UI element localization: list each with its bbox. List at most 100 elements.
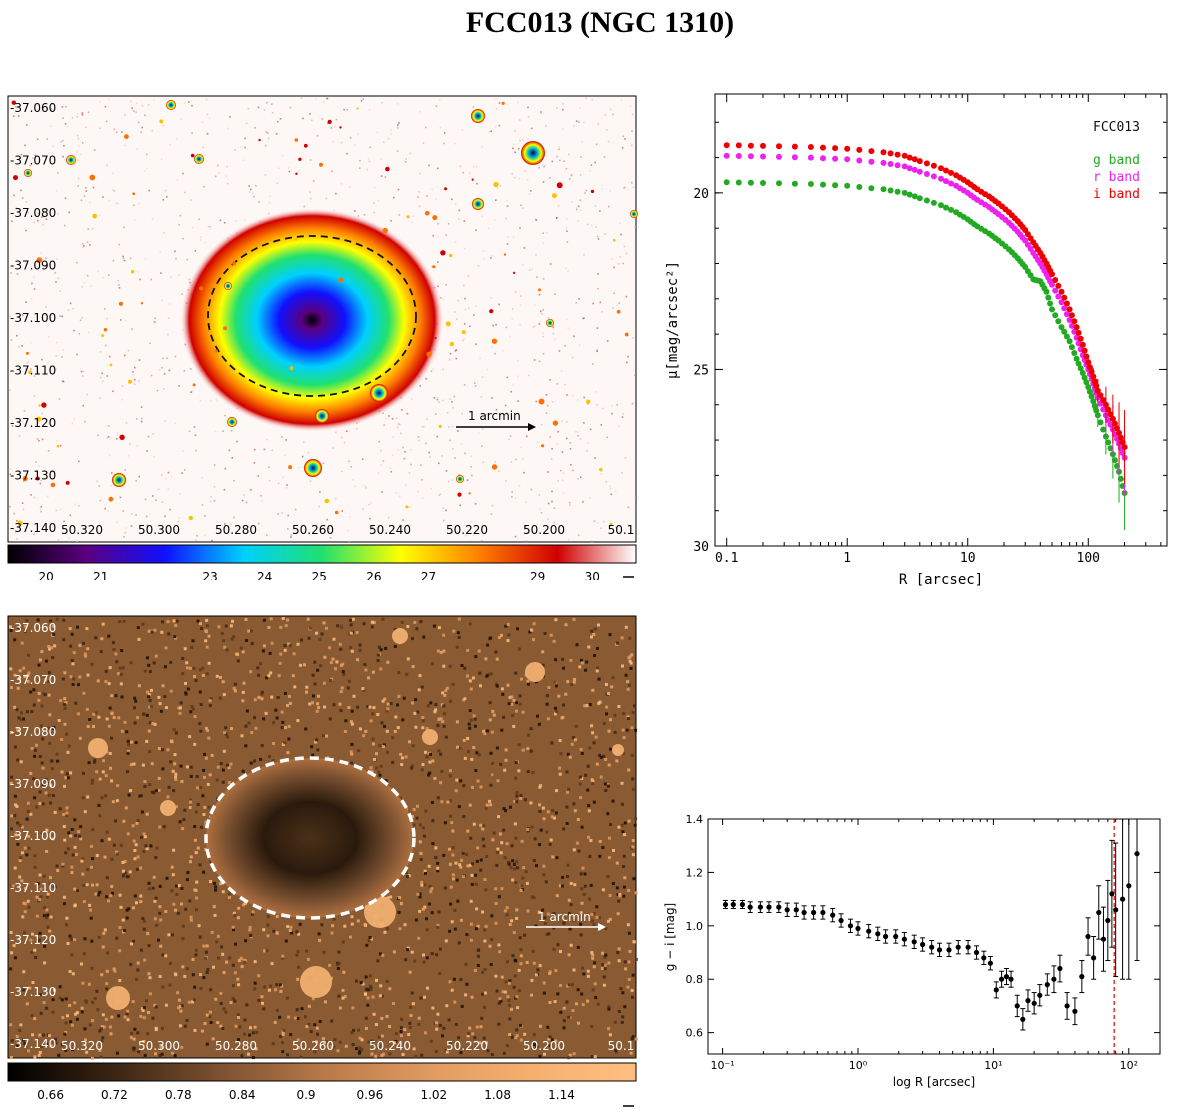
x-tick-label: 10¹ — [984, 1059, 1002, 1072]
data-point — [1031, 1000, 1037, 1006]
ra-tick-label: 50.260 — [292, 1039, 334, 1053]
data-point — [965, 944, 971, 950]
source — [586, 399, 591, 404]
source — [119, 434, 125, 440]
source-blob — [392, 628, 408, 644]
source — [92, 213, 98, 219]
data-point — [784, 907, 790, 913]
source — [324, 498, 330, 504]
colorbar-tick-label: 0.66 — [37, 1088, 64, 1102]
dec-tick-label: -37.130 — [10, 985, 56, 999]
data-point-g-band — [1094, 412, 1101, 419]
data-point-r-band — [807, 154, 814, 161]
source — [590, 189, 595, 194]
data-point — [1008, 976, 1014, 982]
source — [538, 288, 541, 292]
data-point-r-band — [1066, 317, 1073, 323]
star — [194, 154, 204, 164]
data-point-i-band — [1066, 306, 1073, 313]
source — [188, 515, 193, 521]
data-point-i-band — [807, 144, 814, 150]
source — [609, 522, 613, 526]
colorbar — [7, 1062, 637, 1082]
source — [385, 166, 390, 172]
data-point-i-band — [1058, 288, 1065, 295]
star — [24, 169, 32, 177]
source — [298, 157, 302, 161]
source — [294, 138, 299, 142]
source — [25, 351, 29, 355]
data-point — [981, 955, 987, 961]
data-point — [739, 901, 745, 908]
data-point-g-band — [938, 202, 944, 209]
y-axis-label: μ[mag/arcsec²] — [665, 261, 681, 379]
source — [457, 492, 462, 497]
data-point — [1109, 891, 1115, 897]
source — [612, 238, 616, 242]
data-point — [911, 939, 917, 945]
data-point-i-band — [1079, 341, 1086, 348]
data-point — [1037, 992, 1043, 998]
source — [424, 210, 430, 216]
data-point — [946, 947, 952, 953]
data-point — [1113, 907, 1119, 913]
data-point-i-band — [880, 149, 887, 156]
data-point-i-band — [1121, 444, 1128, 451]
data-point — [1064, 1003, 1070, 1009]
x-tick-label: 10⁻¹ — [711, 1059, 735, 1072]
dec-tick-label: -37.100 — [10, 829, 56, 843]
star — [472, 198, 484, 210]
source — [334, 510, 339, 515]
data-point — [1100, 936, 1107, 942]
source — [22, 476, 28, 482]
colorbar-tick-label: 30 — [585, 570, 600, 580]
dec-tick-label: -37.060 — [10, 101, 56, 115]
data-point-i-band — [1102, 401, 1109, 408]
source — [199, 286, 204, 291]
data-point — [893, 933, 899, 940]
x-tick-label: 10⁰ — [849, 1059, 868, 1072]
colorbar-tick-label: 1.02 — [420, 1088, 447, 1102]
source — [552, 420, 559, 426]
ra-tick-label: 50.200 — [523, 523, 565, 537]
source — [294, 238, 298, 241]
data-point-i-band — [1073, 324, 1080, 331]
data-point — [920, 941, 926, 948]
data-point — [999, 976, 1005, 982]
ra-tick-label: 50.240 — [369, 523, 411, 537]
data-point — [766, 904, 772, 910]
data-point — [883, 933, 889, 940]
data-point-g-band — [1090, 398, 1097, 405]
source — [382, 227, 388, 234]
source — [190, 153, 195, 158]
colorbar-tick-label: 20 — [39, 570, 54, 580]
source — [599, 468, 603, 472]
source — [440, 250, 446, 256]
x-tick-label: 100 — [1077, 551, 1100, 566]
source — [491, 464, 498, 470]
colorbar-tick-label: 27 — [421, 570, 436, 580]
colorbar-tick-label: 1.14 — [548, 1088, 575, 1102]
ra-tick-label: 50.300 — [138, 1039, 180, 1053]
source — [432, 265, 436, 269]
data-point — [1126, 883, 1132, 889]
star — [166, 100, 176, 110]
legend-entry: i band — [1093, 187, 1140, 202]
data-point — [973, 949, 980, 956]
source — [503, 253, 507, 256]
scale-bar-label: 1 arcmin — [538, 910, 591, 924]
source — [13, 175, 18, 181]
data-point — [1079, 974, 1085, 980]
data-point — [1051, 976, 1057, 982]
data-point-g-band — [1066, 338, 1073, 345]
source-blob — [88, 738, 108, 758]
source — [231, 261, 236, 266]
star — [471, 109, 485, 123]
source — [541, 444, 545, 448]
source — [339, 126, 342, 129]
star — [112, 473, 126, 487]
source — [130, 270, 135, 274]
star — [224, 282, 232, 290]
data-point — [955, 944, 961, 950]
y-tick-label: 20 — [693, 187, 709, 202]
